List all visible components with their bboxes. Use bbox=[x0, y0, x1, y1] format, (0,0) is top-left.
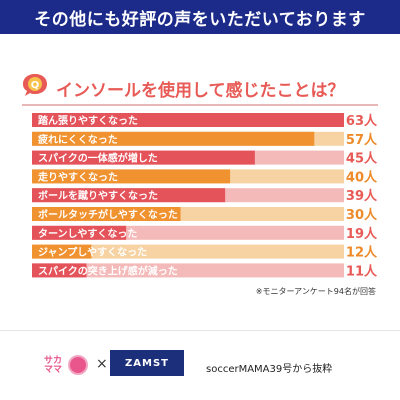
header-banner: その他にも好評の声をいただいております bbox=[0, 0, 400, 34]
sakamama-logo-text: サカママ bbox=[44, 356, 63, 375]
bar bbox=[32, 207, 181, 221]
soccer-ball-icon bbox=[68, 355, 88, 375]
bar bbox=[32, 225, 127, 240]
bar bbox=[32, 131, 315, 146]
bar bbox=[32, 263, 87, 278]
bar-category-label: 走りやすくなった bbox=[37, 170, 118, 183]
bar-value-label: 45人 bbox=[346, 151, 378, 167]
bar-track bbox=[32, 263, 344, 278]
zamst-logo: ZAMST bbox=[110, 350, 184, 376]
bar-category-label: スパイクの突き上げ感が減った bbox=[38, 264, 178, 277]
bar-category-label: ボールタッチがしやすくなった bbox=[38, 208, 178, 221]
q-badge-letter: Q bbox=[31, 80, 40, 91]
bar-value-label: 19人 bbox=[346, 226, 378, 242]
bar-value-label: 39人 bbox=[346, 188, 378, 204]
title-divider bbox=[22, 104, 378, 106]
bar-value-label: 63人 bbox=[346, 113, 378, 129]
bar-track bbox=[32, 244, 344, 259]
bar-value-label: 40人 bbox=[346, 169, 378, 185]
bar-value-label: 11人 bbox=[346, 263, 378, 279]
bar bbox=[32, 150, 255, 165]
bar bbox=[32, 113, 344, 127]
bar bbox=[32, 244, 92, 259]
bar-category-label: 踏ん張りやすくなった bbox=[38, 114, 138, 127]
sakamama-logo: サカママ bbox=[44, 354, 92, 376]
bar-value-label: 12人 bbox=[346, 245, 378, 261]
survey-note: ※モニターアンケート94名が回答 bbox=[255, 287, 376, 296]
bar-value-label: 57人 bbox=[346, 132, 378, 148]
bar bbox=[32, 169, 231, 184]
bar-category-label: スパイクの一体感が増した bbox=[38, 152, 158, 165]
footer-divider bbox=[0, 330, 400, 331]
bar-category-label: 疲れにくくなった bbox=[38, 133, 118, 146]
source-text: soccerMAMA39号から抜粋 bbox=[206, 364, 333, 375]
bar-value-label: 30人 bbox=[346, 207, 378, 223]
bar-category-label: ジャンプしやすくなった bbox=[38, 246, 147, 259]
banner-text: その他にも好評の声をいただいております bbox=[34, 9, 366, 30]
chart-title: インソールを使用して感じたことは？ bbox=[56, 81, 345, 101]
bar-category-label: ターンしやすくなった bbox=[38, 228, 137, 240]
q-badge-icon: Q bbox=[23, 74, 47, 96]
bar bbox=[32, 188, 226, 203]
collab-times-icon: × bbox=[96, 356, 108, 372]
bar-category-label: ボールを蹴りやすくなった bbox=[38, 189, 158, 202]
